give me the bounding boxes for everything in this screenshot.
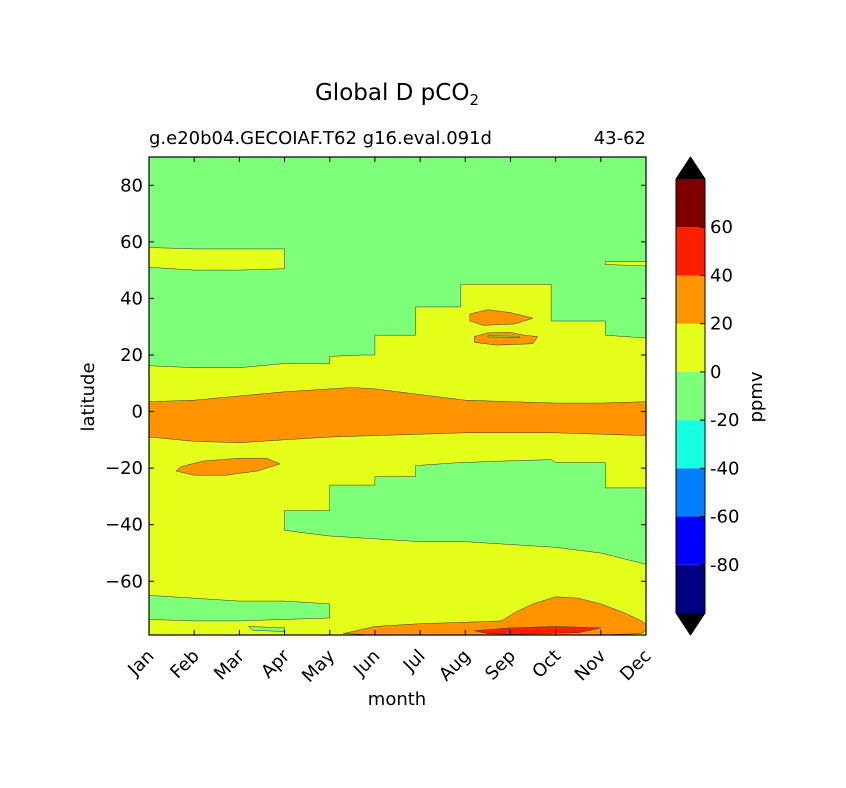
y-tick-label: 20 <box>120 345 143 366</box>
colorbar-swatch <box>676 468 705 517</box>
y-tick-label: 60 <box>120 232 143 253</box>
colorbar-extend-bottom <box>676 613 705 635</box>
x-tick-label: Apr <box>257 645 294 682</box>
chart-title: Global D pCO2 <box>315 80 479 109</box>
colorbar-outline <box>675 156 706 636</box>
y-tick-label: −40 <box>105 515 143 536</box>
colorbar-tick-label: -20 <box>710 410 739 431</box>
contour-region-ne-pocket-52N <box>605 261 646 267</box>
y-tick-label: 80 <box>120 175 143 196</box>
x-tick-label: Jul <box>399 646 430 677</box>
contour-region-south-pocket-70S <box>149 595 330 622</box>
x-tick-label: Aug <box>435 646 475 686</box>
colorbar-tick-label: -40 <box>710 458 739 479</box>
colorbar-tick-label: 60 <box>710 217 733 238</box>
x-tick-label: Sep <box>481 646 520 685</box>
colorbar-swatch <box>676 420 705 469</box>
y-axis-label: latitude <box>78 362 99 431</box>
x-tick-label: Jun <box>349 646 384 681</box>
colorbar-swatch <box>676 227 705 276</box>
colorbar-extend-top <box>676 157 705 179</box>
y-tick-label: −60 <box>105 571 143 592</box>
colorbar-swatch <box>676 323 705 372</box>
contour-region-blob-33N <box>469 309 534 326</box>
plot-frame <box>148 156 647 636</box>
colorbar-tick-label: -60 <box>710 507 739 528</box>
contour-region-equatorial-band <box>149 387 646 443</box>
chart-subtitle-run: g.e20b04.GECOIAF.T62 g16.eval.091d <box>149 128 492 149</box>
x-tick-label: Mar <box>210 645 249 684</box>
colorbar: 60 40 20 0 -20 -40 -60 -80 <box>675 156 739 636</box>
y-tick-label: 40 <box>120 288 143 309</box>
x-tick-label: Dec <box>616 646 655 685</box>
contour-region-blob-20S <box>175 457 281 476</box>
colorbar-swatch <box>676 371 705 421</box>
chart-subtitle-years: 43-62 <box>594 128 646 149</box>
x-axis-label: month <box>368 689 426 710</box>
colorbar-tick-label: 20 <box>710 314 733 335</box>
contour-region-blob-26N-inner <box>487 335 520 338</box>
x-tick-label: Nov <box>571 645 611 685</box>
chart-title-subscript: 2 <box>469 91 479 109</box>
colorbar-swatch <box>676 516 705 565</box>
x-tick-label: Feb <box>166 646 203 683</box>
y-tick-label: −20 <box>105 458 143 479</box>
colorbar-tick-label: 40 <box>710 265 733 286</box>
colorbar-swatch <box>676 275 705 324</box>
colorbar-swatch <box>676 179 705 228</box>
y-tick-label: 0 <box>132 402 143 423</box>
colorbar-label: ppmv <box>746 371 767 422</box>
plot-area <box>149 157 646 635</box>
contour-region-blob-26N <box>474 332 539 346</box>
x-tick-label: Jan <box>123 646 158 681</box>
colorbar-tick-label: 0 <box>710 362 721 383</box>
contour-region-antarctic-band <box>343 596 646 635</box>
contour-region-north-band <box>149 157 646 368</box>
x-tick-label: Oct <box>528 646 565 683</box>
colorbar-swatch <box>676 564 705 613</box>
contour-region-north-pocket-55N <box>149 247 285 271</box>
x-tick-label: May <box>298 645 339 686</box>
contour-region-antarctic-core <box>474 626 601 635</box>
contour-region-south-band <box>284 459 646 565</box>
colorbar-tick-label: -80 <box>710 555 739 576</box>
y-axis: 80 60 40 20 0 −20 −40 −60 <box>105 175 646 592</box>
